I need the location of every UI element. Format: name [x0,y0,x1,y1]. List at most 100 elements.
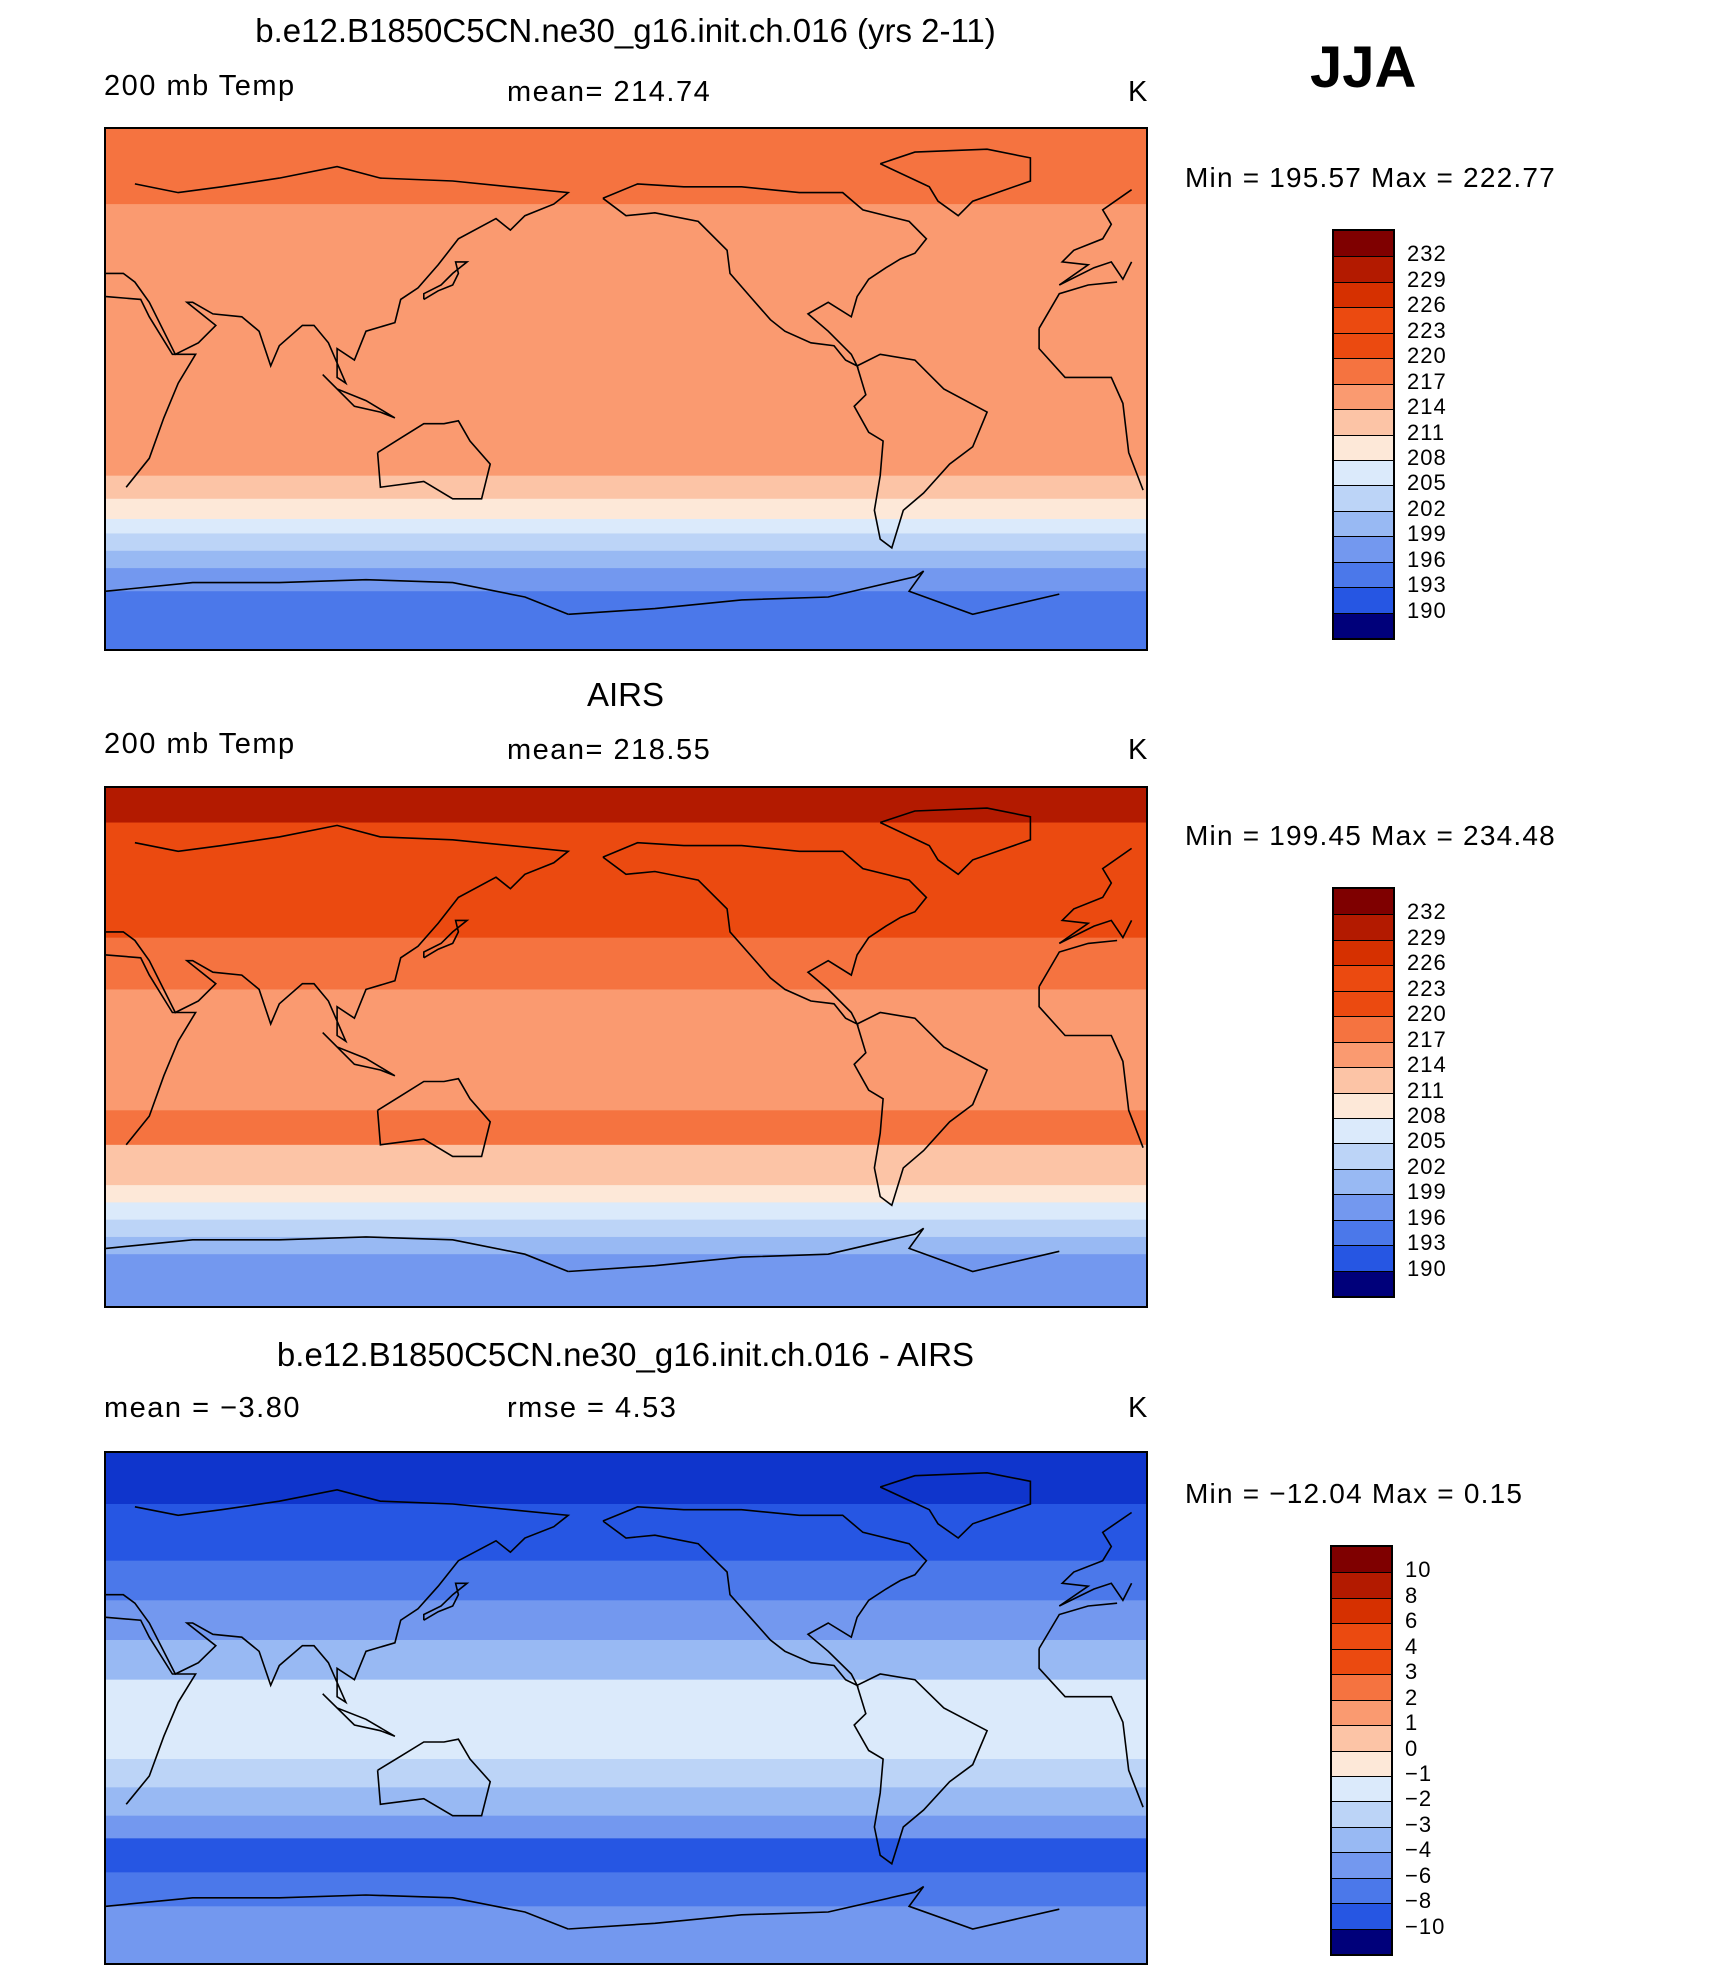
coastline-australia [376,1738,492,1817]
colorbar-tick-label: 232 [1407,899,1447,925]
coastline-australia [376,419,492,500]
colorbar-swatch [1334,587,1393,613]
coastline-south-america [853,1011,989,1207]
colorbar-tick-label: 220 [1407,1001,1447,1027]
contour-band [106,822,1146,875]
colorbar-tick-label: 223 [1407,317,1447,343]
coastline-japan [422,1582,470,1621]
colorbar-swatch [1334,256,1393,282]
colorbar-tick-label: 232 [1407,241,1447,267]
contour-band [106,1504,1146,1562]
coastline-greenland [879,807,1032,876]
panel-3-map [104,1451,1148,1965]
colorbar-swatch [1334,536,1393,562]
colorbar-swatch [1332,1877,1391,1904]
coastline-south-america [853,353,989,550]
colorbar-tick-label: 10 [1405,1557,1432,1583]
coastline-north-america [602,841,928,1026]
panel-3-colorbar [1330,1545,1393,1956]
colorbar-swatch [1332,1826,1391,1853]
coastline-indonesia [322,1693,396,1738]
colorbar-tick-label: 199 [1407,1179,1447,1205]
coastline-europe-asia [1058,919,1133,945]
colorbar-swatch [1334,510,1393,537]
panel-3-units: K [1128,1392,1149,1424]
map-svg [106,129,1146,649]
contour-band [106,1679,1146,1760]
colorbar-swatch [1334,332,1393,359]
colorbar-swatch [1332,1725,1391,1751]
contour-band [106,1906,1146,1963]
colorbar-swatch [1334,965,1393,991]
colorbar-tick-label: 217 [1407,1026,1447,1052]
colorbar-tick-label: 226 [1407,292,1447,318]
colorbar-swatch [1334,485,1393,511]
panel-1-units: K [1128,76,1149,108]
colorbar-tick-label: 223 [1407,975,1447,1001]
map-svg [106,1453,1146,1963]
contour-band [106,129,1146,205]
colorbar-tick-label: 226 [1407,950,1447,976]
panel-2-colorbar [1332,887,1395,1298]
colorbar-swatch [1334,409,1393,435]
coastline-antarctica [106,1236,569,1273]
colorbar-tick-label: 196 [1407,1204,1447,1230]
colorbar-swatch [1332,1648,1391,1675]
panel-1-title: b.e12.B1850C5CN.ne30_g16.init.ch.016 (yr… [255,12,996,49]
colorbar-swatch [1334,1168,1393,1195]
contour-band [106,1560,1146,1601]
contour-band [106,1759,1146,1788]
contour-band [106,519,1146,534]
colorbar-tick-label: 6 [1405,1608,1419,1634]
coastline-europe-asia [1058,1582,1133,1607]
contour-band [106,937,1146,990]
contour-band [106,1838,1146,1873]
contour-band [106,475,1146,500]
colorbar-swatch [1334,281,1393,308]
season-label: JJA [1310,35,1417,100]
map-svg [106,788,1146,1306]
colorbar-tick-label: 0 [1405,1735,1419,1761]
colorbar-swatch [1334,1117,1393,1144]
colorbar-swatch [1332,1750,1391,1776]
colorbar-swatch [1332,1699,1391,1726]
colorbar-tick-label: −6 [1405,1862,1433,1888]
colorbar-tick-label: 2 [1405,1684,1419,1710]
colorbar-swatch [1334,1067,1393,1093]
coastline-japan [422,261,470,301]
colorbar-tick-label: 4 [1405,1633,1419,1659]
contour-band [106,1202,1146,1221]
colorbar-swatch [1332,1597,1391,1624]
contour-band [106,568,1146,592]
colorbar-tick-label: 217 [1407,368,1447,394]
colorbar-tick-label: 196 [1407,546,1447,572]
colorbar-tick-label: 211 [1407,419,1446,445]
colorbar-swatch [1334,914,1393,940]
colorbar-swatch [1334,1041,1393,1068]
contour-band [106,1185,1146,1203]
coastline-europe-asia [1058,1511,1133,1607]
coastline-africa [1038,986,1144,1148]
panel-2-minmax: Min = 199.45 Max = 234.48 [1185,820,1556,851]
coastline-europe-asia [1058,260,1133,286]
colorbar-tick-label: 202 [1407,1153,1447,1179]
coastline-antarctica [568,1885,1060,1930]
coastline-greenland [879,148,1032,217]
panel-3-rmse-label: rmse = 4.53 [507,1392,678,1424]
coastline-antarctica [106,578,569,616]
colorbar-swatch [1334,612,1393,638]
coastline-europe-asia [106,165,571,386]
coastline-south-america [853,1673,989,1866]
colorbar-swatch [1334,1270,1393,1296]
coastline-north-america [602,183,928,368]
coastline-greenland [879,1471,1032,1540]
contour-band [106,1787,1146,1817]
colorbar-swatch [1334,990,1393,1017]
colorbar-swatch [1334,459,1393,486]
coastline-africa [1038,1602,1118,1649]
coastline-europe-asia [106,824,571,1044]
colorbar-tick-label: −2 [1405,1786,1433,1812]
panel-3-title: b.e12.B1850C5CN.ne30_g16.init.ch.016 - A… [276,1336,975,1373]
colorbar-tick-label: 1 [1405,1710,1419,1736]
colorbar-swatch [1332,1674,1391,1700]
